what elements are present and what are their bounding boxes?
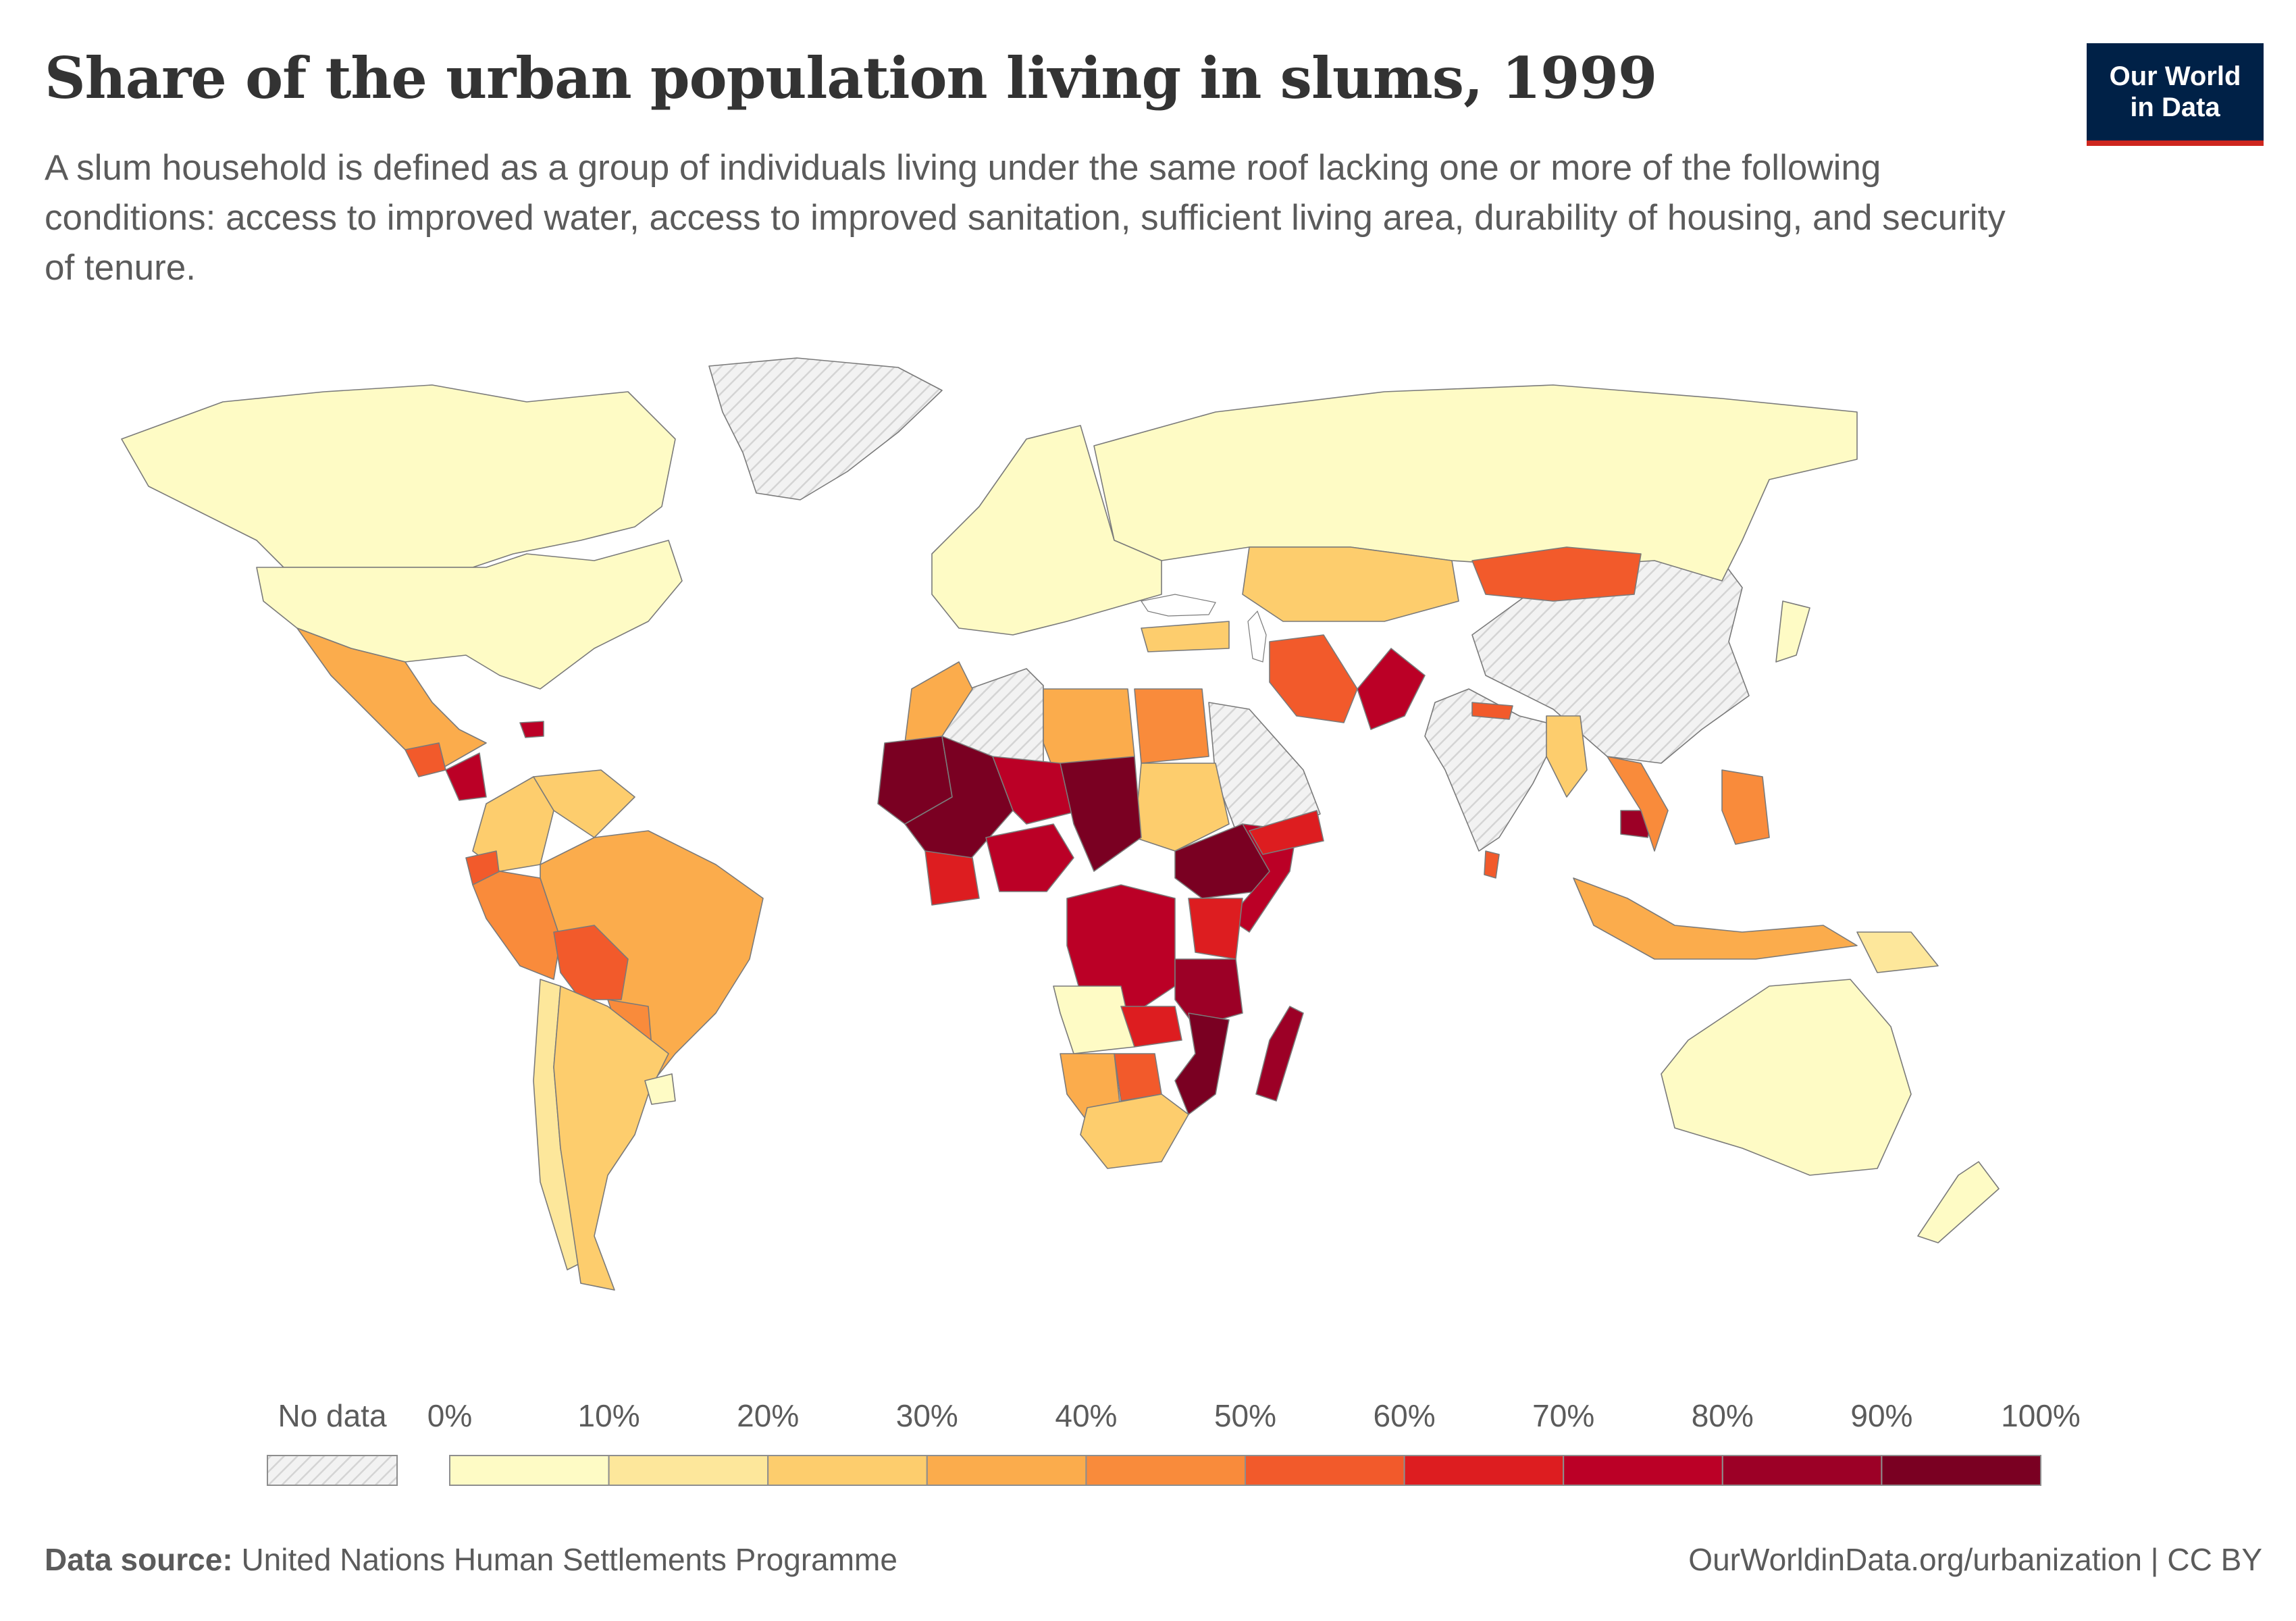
- footer-url-license[interactable]: OurWorldinData.org/urbanization | CC BY: [1688, 1542, 2262, 1577]
- data-source-label: Data source:: [45, 1542, 233, 1577]
- legend-bin-20-30[interactable]: [767, 1455, 928, 1486]
- logo-line-2: in Data: [2130, 93, 2220, 122]
- logo-line-1: Our World: [2109, 61, 2241, 91]
- map-region-ghana[interactable]: [924, 850, 980, 906]
- legend-tick-label: 100%: [2001, 1398, 2081, 1433]
- map-region-peru[interactable]: [472, 871, 561, 980]
- legend-bin-40-50[interactable]: [1085, 1455, 1247, 1486]
- map-region-egypt[interactable]: [1134, 688, 1209, 764]
- map-region-guatemala[interactable]: [405, 742, 446, 777]
- legend-tick-label: 70%: [1532, 1398, 1594, 1433]
- map-region-botswana[interactable]: [1114, 1053, 1162, 1102]
- map-region-russia[interactable]: [1093, 384, 1858, 582]
- world-map: [121, 357, 2000, 1291]
- map-region-mongolia[interactable]: [1471, 546, 1642, 602]
- map-region-turkey[interactable]: [1141, 621, 1230, 652]
- owid-logo[interactable]: Our World in Data: [2087, 43, 2264, 146]
- data-source-value: United Nations Human Settlements Program…: [241, 1542, 897, 1577]
- legend-bin-0-10[interactable]: [449, 1455, 610, 1486]
- map-region-zambia[interactable]: [1120, 1006, 1182, 1048]
- legend-bin-10-20[interactable]: [608, 1455, 769, 1486]
- legend-tick-label: 60%: [1374, 1398, 1436, 1433]
- map-region-mozambique[interactable]: [1174, 1012, 1230, 1115]
- map-region-vietnam[interactable]: [1607, 756, 1669, 852]
- map-region-niger[interactable]: [992, 756, 1081, 825]
- map-region-australia[interactable]: [1661, 979, 1912, 1176]
- map-region-angola[interactable]: [1053, 985, 1135, 1054]
- map-region-kenya[interactable]: [1188, 898, 1243, 960]
- map-black-sea: [1141, 594, 1216, 617]
- legend-no-data-swatch[interactable]: [267, 1455, 398, 1486]
- map-legend: No data 0% 10% 20% 30% 40% 50% 60% 70% 80% 90% 100…: [267, 1398, 2081, 1486]
- map-region-new-zealand[interactable]: [1917, 1161, 2000, 1243]
- map-region-uruguay[interactable]: [644, 1073, 676, 1105]
- map-region-nicaragua[interactable]: [445, 752, 487, 801]
- map-region-iran[interactable]: [1269, 634, 1358, 723]
- map-caspian-sea: [1247, 610, 1267, 663]
- map-region-japan[interactable]: [1775, 600, 1810, 663]
- legend-tick-label: 30%: [896, 1398, 958, 1433]
- legend-bin-60-70[interactable]: [1403, 1455, 1565, 1486]
- map-region-myanmar[interactable]: [1546, 715, 1588, 798]
- map-region-mexico[interactable]: [296, 627, 487, 771]
- map-region-madagascar[interactable]: [1255, 1006, 1304, 1102]
- legend-no-data-label: No data: [278, 1398, 387, 1433]
- legend-tick-label: 80%: [1692, 1398, 1754, 1433]
- map-region-kazakhstan[interactable]: [1242, 546, 1459, 622]
- legend-bin-80-90[interactable]: [1721, 1455, 1883, 1486]
- map-region-yemen[interactable]: [1249, 810, 1324, 855]
- legend-bin-70-80[interactable]: [1563, 1455, 1723, 1486]
- map-region-south-africa[interactable]: [1080, 1093, 1189, 1169]
- legend-tick-label: 0%: [427, 1398, 472, 1433]
- map-region-morocco[interactable]: [904, 661, 973, 744]
- map-region-indonesia[interactable]: [1573, 877, 1858, 960]
- map-region-venezuela[interactable]: [533, 769, 635, 838]
- legend-tick-label: 90%: [1850, 1398, 1912, 1433]
- map-region-philippines[interactable]: [1721, 769, 1770, 845]
- map-region-haiti[interactable]: [519, 721, 544, 738]
- legend-tick-label: 20%: [737, 1398, 799, 1433]
- legend-bin-90-100[interactable]: [1881, 1455, 2041, 1486]
- legend-tick-label: 10%: [578, 1398, 640, 1433]
- map-region-bolivia[interactable]: [553, 925, 629, 1000]
- map-region-canada[interactable]: [121, 384, 676, 568]
- map-region-nigeria[interactable]: [985, 823, 1074, 892]
- map-region-argentina[interactable]: [553, 985, 669, 1291]
- data-source: Data source: United Nations Human Settle…: [45, 1541, 897, 1578]
- map-nodata-greenland[interactable]: [708, 357, 943, 500]
- map-region-papua-new-guinea[interactable]: [1856, 931, 1939, 973]
- map-region-sri-lanka[interactable]: [1484, 850, 1500, 879]
- chart-title: Share of the urban population living in …: [45, 45, 1657, 111]
- map-region-chad[interactable]: [1060, 756, 1142, 872]
- map-region-pakistan[interactable]: [1357, 648, 1426, 730]
- map-region-europe[interactable]: [931, 425, 1162, 636]
- legend-bin-30-40[interactable]: [926, 1455, 1087, 1486]
- map-region-dr-congo[interactable]: [1066, 884, 1176, 1014]
- legend-tick-label: 50%: [1214, 1398, 1276, 1433]
- legend-tick-label: 40%: [1055, 1398, 1117, 1433]
- legend-bin-50-60[interactable]: [1245, 1455, 1405, 1486]
- map-region-nepal[interactable]: [1471, 702, 1513, 720]
- chart-subtitle: A slum household is defined as a group o…: [45, 148, 2006, 288]
